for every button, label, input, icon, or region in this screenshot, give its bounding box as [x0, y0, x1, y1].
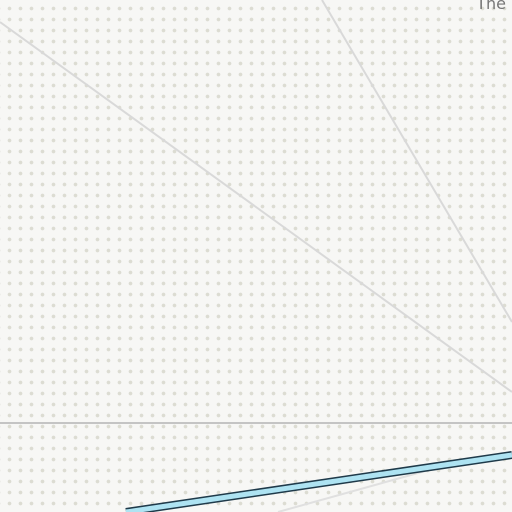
place-label: The: [476, 0, 506, 13]
waterway: [125, 452, 512, 512]
minor-road: [321, 0, 512, 323]
minor-road: [0, 21, 512, 393]
